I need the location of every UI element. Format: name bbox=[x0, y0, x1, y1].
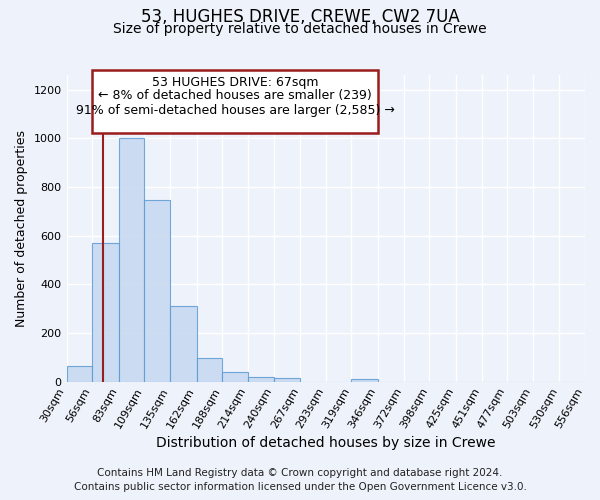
Text: Contains public sector information licensed under the Open Government Licence v3: Contains public sector information licen… bbox=[74, 482, 526, 492]
Bar bbox=[352, 379, 378, 382]
X-axis label: Distribution of detached houses by size in Crewe: Distribution of detached houses by size … bbox=[156, 436, 496, 450]
Text: Contains HM Land Registry data © Crown copyright and database right 2024.: Contains HM Land Registry data © Crown c… bbox=[97, 468, 503, 477]
Bar bbox=[67, 366, 92, 382]
Bar bbox=[222, 372, 248, 382]
Bar bbox=[170, 306, 197, 382]
Bar bbox=[145, 200, 170, 382]
Bar bbox=[119, 138, 145, 382]
FancyBboxPatch shape bbox=[92, 70, 378, 134]
Bar bbox=[248, 376, 274, 382]
Text: Size of property relative to detached houses in Crewe: Size of property relative to detached ho… bbox=[113, 22, 487, 36]
Text: 53 HUGHES DRIVE: 67sqm: 53 HUGHES DRIVE: 67sqm bbox=[152, 76, 319, 89]
Y-axis label: Number of detached properties: Number of detached properties bbox=[15, 130, 28, 327]
Bar bbox=[92, 243, 119, 382]
Bar bbox=[197, 358, 222, 382]
Text: 91% of semi-detached houses are larger (2,585) →: 91% of semi-detached houses are larger (… bbox=[76, 104, 395, 117]
Bar bbox=[274, 378, 300, 382]
Text: 53, HUGHES DRIVE, CREWE, CW2 7UA: 53, HUGHES DRIVE, CREWE, CW2 7UA bbox=[140, 8, 460, 26]
Text: ← 8% of detached houses are smaller (239): ← 8% of detached houses are smaller (239… bbox=[98, 89, 372, 102]
